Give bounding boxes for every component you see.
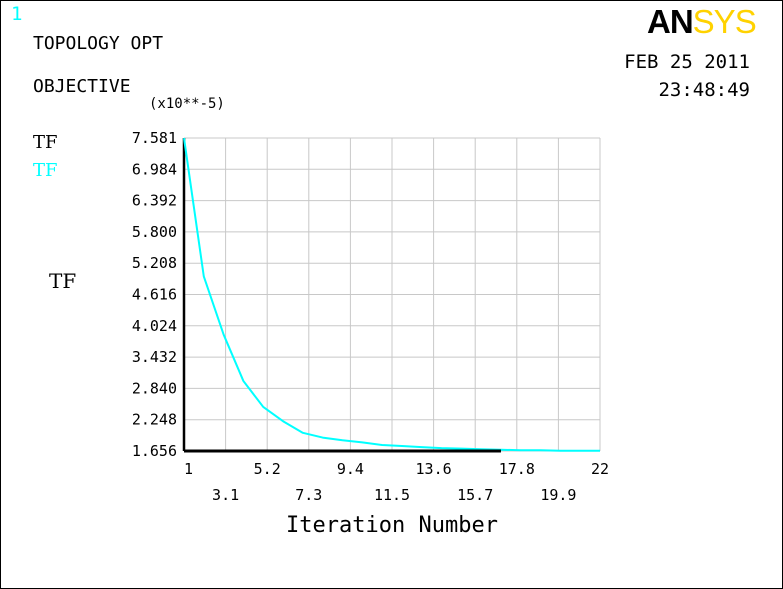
y-tick-label: 1.656 (132, 442, 177, 460)
y-tick-label: 4.024 (132, 317, 177, 335)
x-tick-labels: 1 5.2 9.4 13.6 17.8 22 3.1 7.3 11.5 15.7 19.9 (184, 460, 609, 504)
y-tick-labels: 7.581 6.984 6.392 5.800 5.208 4.616 4.024 3.432… (132, 129, 177, 460)
y-axis-label: TF (49, 269, 76, 293)
legend-entry: TF (33, 160, 58, 181)
x-tick-label: 15.7 (457, 486, 493, 504)
y-tick-label: 2.840 (132, 379, 177, 397)
logo-text-sys: SYS (693, 3, 756, 37)
y-tick-label: 6.984 (132, 160, 177, 178)
plot-date: FEB 25 2011 (624, 51, 750, 73)
plot-time: 23:48:49 (658, 79, 750, 101)
x-tick-label: 7.3 (295, 486, 322, 504)
plot-title-line1: TOPOLOGY OPT (33, 33, 164, 54)
series-line-0 (183, 137, 600, 452)
y-tick-label: 5.800 (132, 223, 177, 241)
y-tick-label: 4.616 (132, 286, 177, 304)
legend-entry: TF (33, 132, 58, 153)
logo-text-an: AN (647, 3, 693, 37)
x-tick-label: 11.5 (374, 486, 410, 504)
x-tick-label: 3.1 (212, 486, 239, 504)
x-tick-label: 9.4 (337, 460, 364, 478)
y-tick-label: 7.581 (132, 129, 177, 147)
x-tick-label: 1 (184, 460, 193, 478)
x-tick-label: 22 (591, 460, 609, 478)
x-tick-label: 5.2 (254, 460, 281, 478)
y-tick-label: 5.208 (132, 254, 177, 272)
legend: TF TF (33, 132, 58, 181)
window-number: 1 (11, 3, 23, 25)
plot-title-line2: OBJECTIVE (33, 76, 131, 97)
y-tick-label: 3.432 (132, 348, 177, 366)
x-axis-label: Iteration Number (286, 513, 498, 538)
x-tick-label: 13.6 (416, 460, 452, 478)
y-axis-multiplier: (x10**-5) (149, 96, 225, 112)
chart-grid (183, 137, 601, 452)
x-tick-label: 17.8 (499, 460, 535, 478)
y-tick-label: 2.248 (132, 411, 177, 429)
svg-text:ANSYS: ANSYS (647, 3, 756, 37)
x-tick-label: 19.9 (540, 486, 576, 504)
ansys-logo: ANSYS (647, 3, 757, 37)
chart-series (183, 137, 600, 453)
y-tick-label: 6.392 (132, 192, 177, 210)
